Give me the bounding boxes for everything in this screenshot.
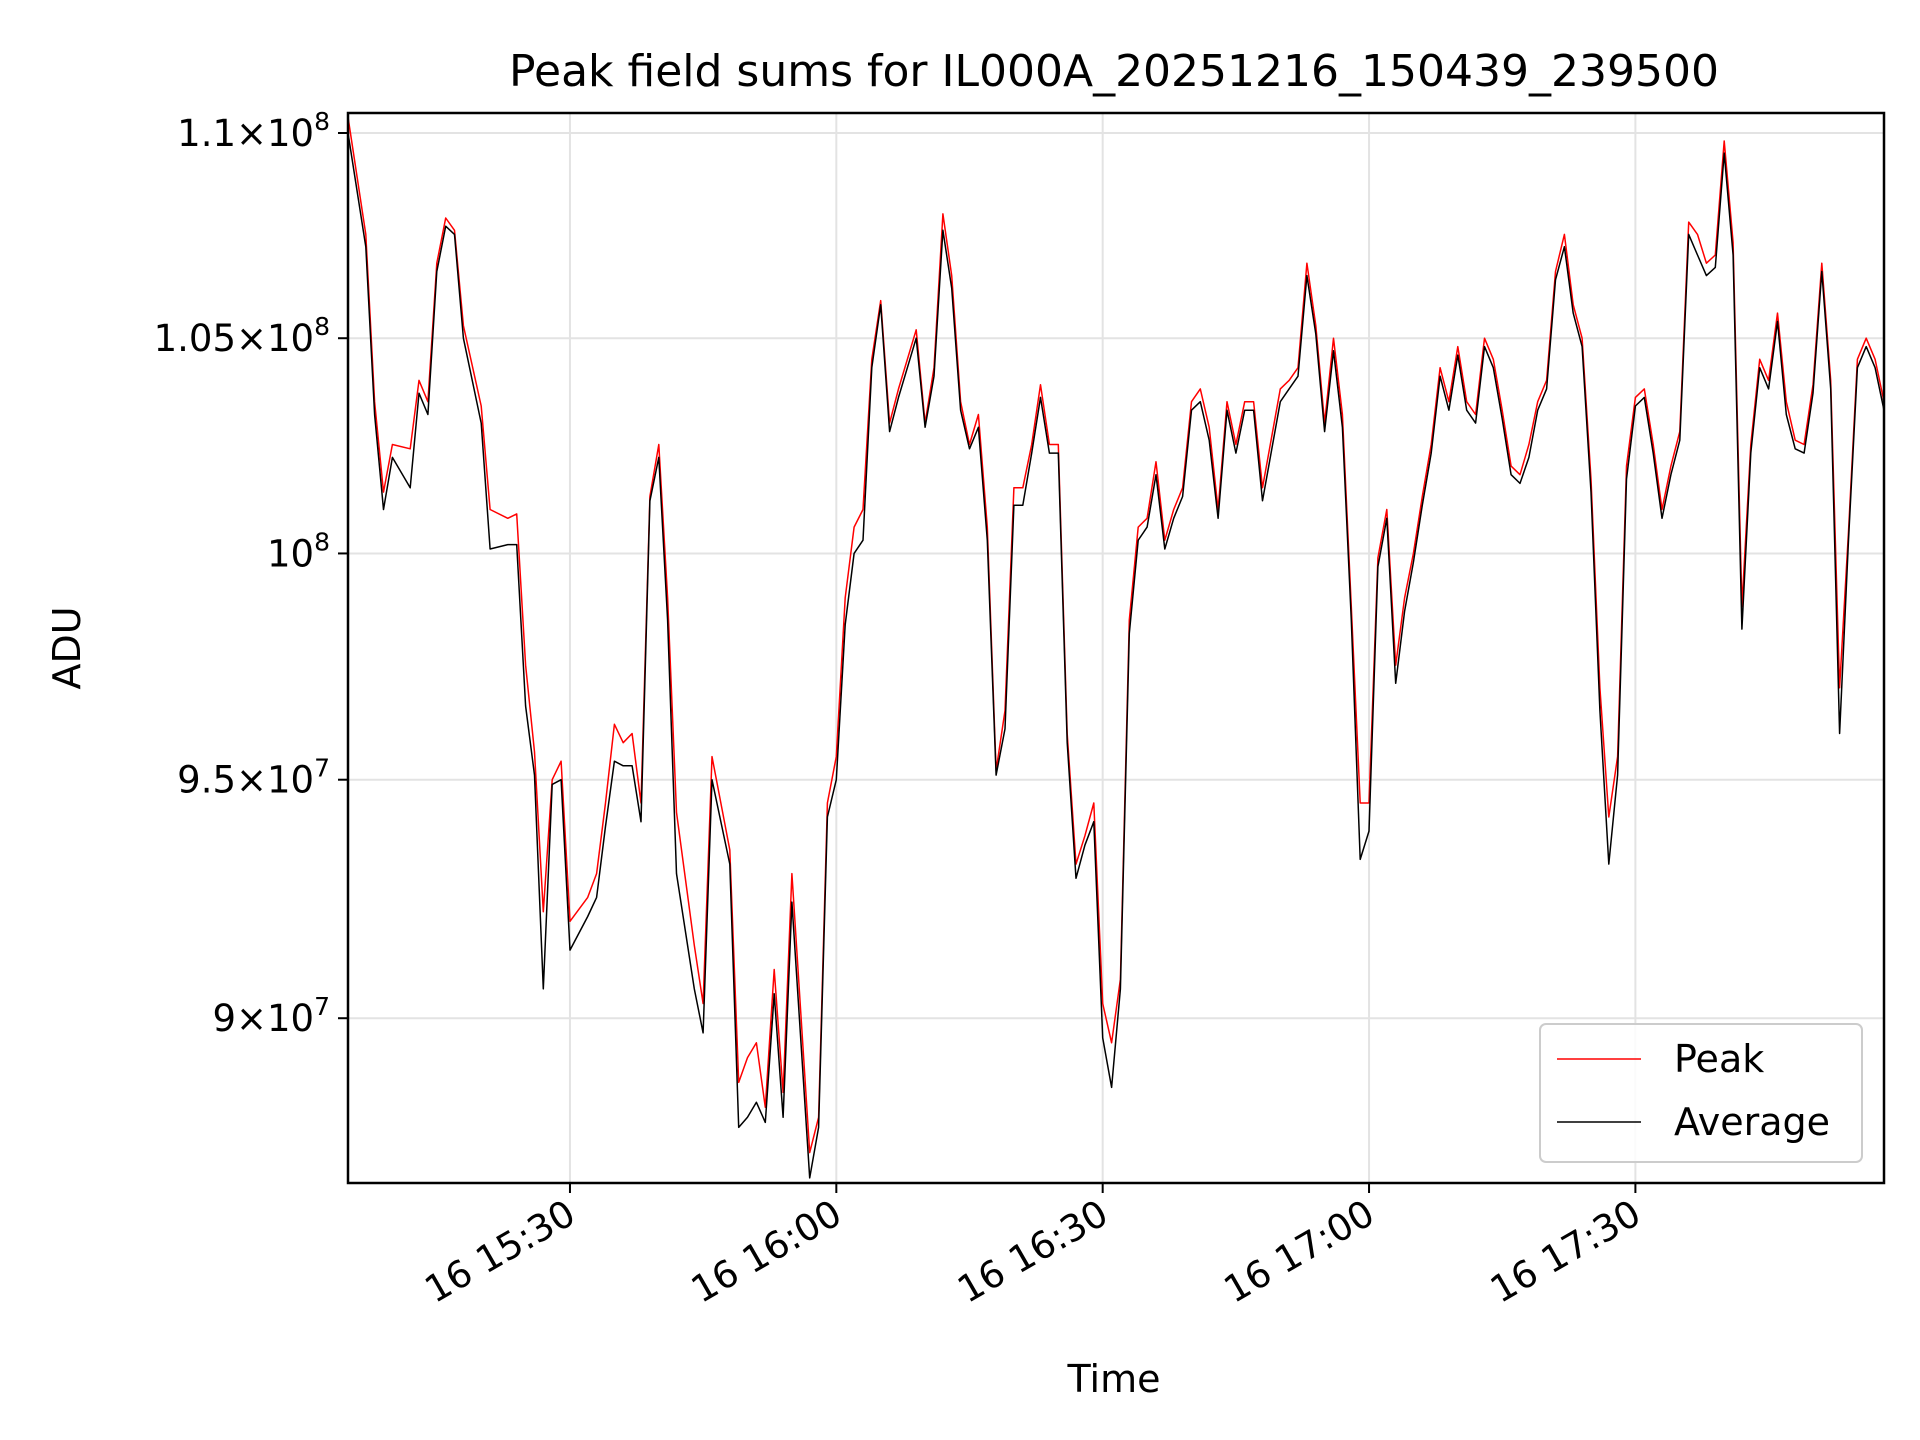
chart-title: Peak field sums for IL000A_20251216_1504… [509, 46, 1719, 97]
gridlines [348, 113, 1884, 1183]
legend-label-peak: Peak [1674, 1037, 1764, 1081]
legend: Peak Average [1539, 1023, 1863, 1163]
legend-label-average: Average [1674, 1100, 1830, 1144]
y-tick-label: 108 [267, 527, 330, 575]
y-axis-ticks: 9×107 9.5×107 108 1.05×108 1.1×108 [154, 107, 348, 1040]
x-axis-label: Time [1067, 1357, 1161, 1401]
y-tick-label: 1.05×108 [154, 312, 330, 360]
series-line-average [347, 132, 1885, 1179]
plot-frame [346, 111, 1886, 1185]
series-line-peak [347, 116, 1885, 1154]
y-tick-label: 9.5×107 [177, 754, 330, 802]
y-tick-label: 9×107 [212, 992, 330, 1040]
y-tick-label: 1.1×108 [177, 107, 330, 155]
series-layer [347, 116, 1885, 1179]
y-axis-label: ADU [45, 606, 89, 689]
